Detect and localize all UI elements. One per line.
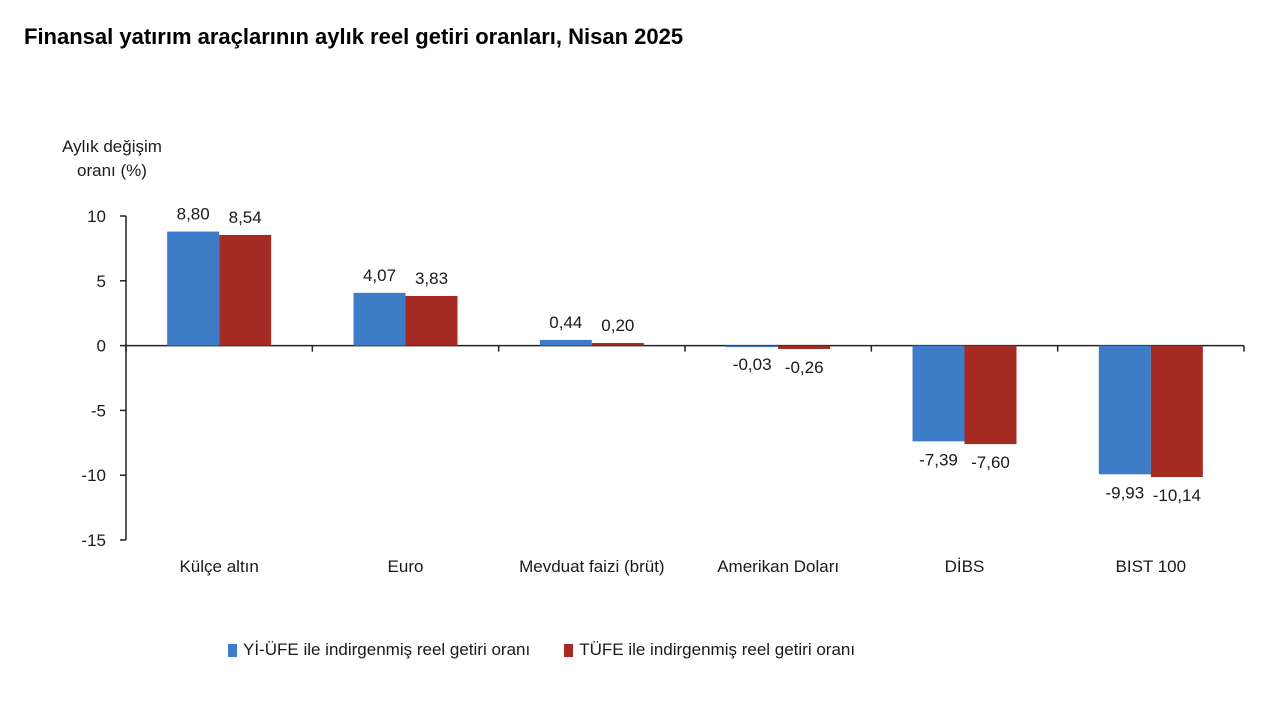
bar-chart: Aylık değişim oranı (%) 10 5 0 -5 -10 -15 Külç…: [62, 137, 1245, 576]
y-tick-label: -10: [81, 466, 106, 485]
bar-series-2: [591, 343, 644, 346]
bar-series-2: [405, 295, 458, 346]
chart-bars: [167, 231, 1203, 478]
data-label-series-2: -0,26: [785, 358, 824, 377]
data-label-series-1: 4,07: [363, 266, 396, 285]
bar-series-1: [1098, 345, 1151, 475]
data-label-series-2: 0,20: [601, 316, 634, 335]
y-axis-label-line1: Aylık değişim: [62, 137, 162, 156]
x-category-label: Euro: [388, 557, 424, 576]
y-axis-label-line2: oranı (%): [77, 161, 147, 180]
data-label-series-1: -7,39: [919, 450, 958, 469]
data-label-series-1: 0,44: [549, 313, 582, 332]
x-category-label: Külçe altın: [179, 557, 258, 576]
chart-legend: Yİ-ÜFE ile indirgenmiş reel getiri oranı…: [228, 640, 855, 660]
legend-swatch-series-1: [228, 643, 237, 657]
x-category-label: Mevduat faizi (brüt): [519, 557, 665, 576]
data-label-series-2: -10,14: [1153, 486, 1201, 505]
y-tick-label: 0: [97, 337, 106, 356]
legend-label-series-2: TÜFE ile indirgenmiş reel getiri oranı: [579, 640, 856, 659]
legend-item-series-1: Yİ-ÜFE ile indirgenmiş reel getiri oranı: [228, 640, 530, 660]
bar-series-2: [219, 234, 272, 346]
bar-series-1: [353, 292, 406, 346]
data-label-series-2: -7,60: [971, 453, 1010, 472]
legend-label-series-1: Yİ-ÜFE ile indirgenmiş reel getiri oranı: [243, 640, 531, 659]
x-category-label: BIST 100: [1116, 557, 1187, 576]
chart-title: Finansal yatırım araçlarının aylık reel …: [24, 24, 684, 49]
data-label-series-1: -9,93: [1105, 483, 1144, 502]
data-label-series-1: 8,80: [177, 205, 210, 224]
data-label-series-1: -0,03: [733, 355, 772, 374]
chart-axes: 10 5 0 -5 -10 -15 Külçe altın Euro Mevduat faizi…: [81, 207, 1245, 576]
y-tick-label: -15: [81, 531, 106, 550]
y-tick-label: 5: [97, 272, 106, 291]
y-tick-label: -5: [91, 401, 106, 420]
bar-series-1: [539, 339, 592, 346]
x-category-label: DİBS: [945, 557, 985, 576]
bar-series-2: [964, 345, 1017, 445]
chart-data-labels: 8,80 4,07 0,44 -0,03 -7,39 -9,93 8,54 3,83 0,20 -…: [177, 205, 1201, 505]
data-label-series-2: 3,83: [415, 269, 448, 288]
bar-series-1: [726, 345, 779, 348]
bar-series-1: [912, 345, 965, 442]
x-category-label: Amerikan Doları: [717, 557, 839, 576]
legend-swatch-series-2: [564, 643, 574, 657]
bar-series-2: [1150, 345, 1203, 478]
bar-series-1: [167, 231, 220, 346]
legend-item-series-2: TÜFE ile indirgenmiş reel getiri oranı: [564, 640, 855, 660]
bar-series-2: [778, 345, 831, 349]
data-label-series-2: 8,54: [229, 208, 262, 227]
y-tick-label: 10: [87, 207, 106, 226]
